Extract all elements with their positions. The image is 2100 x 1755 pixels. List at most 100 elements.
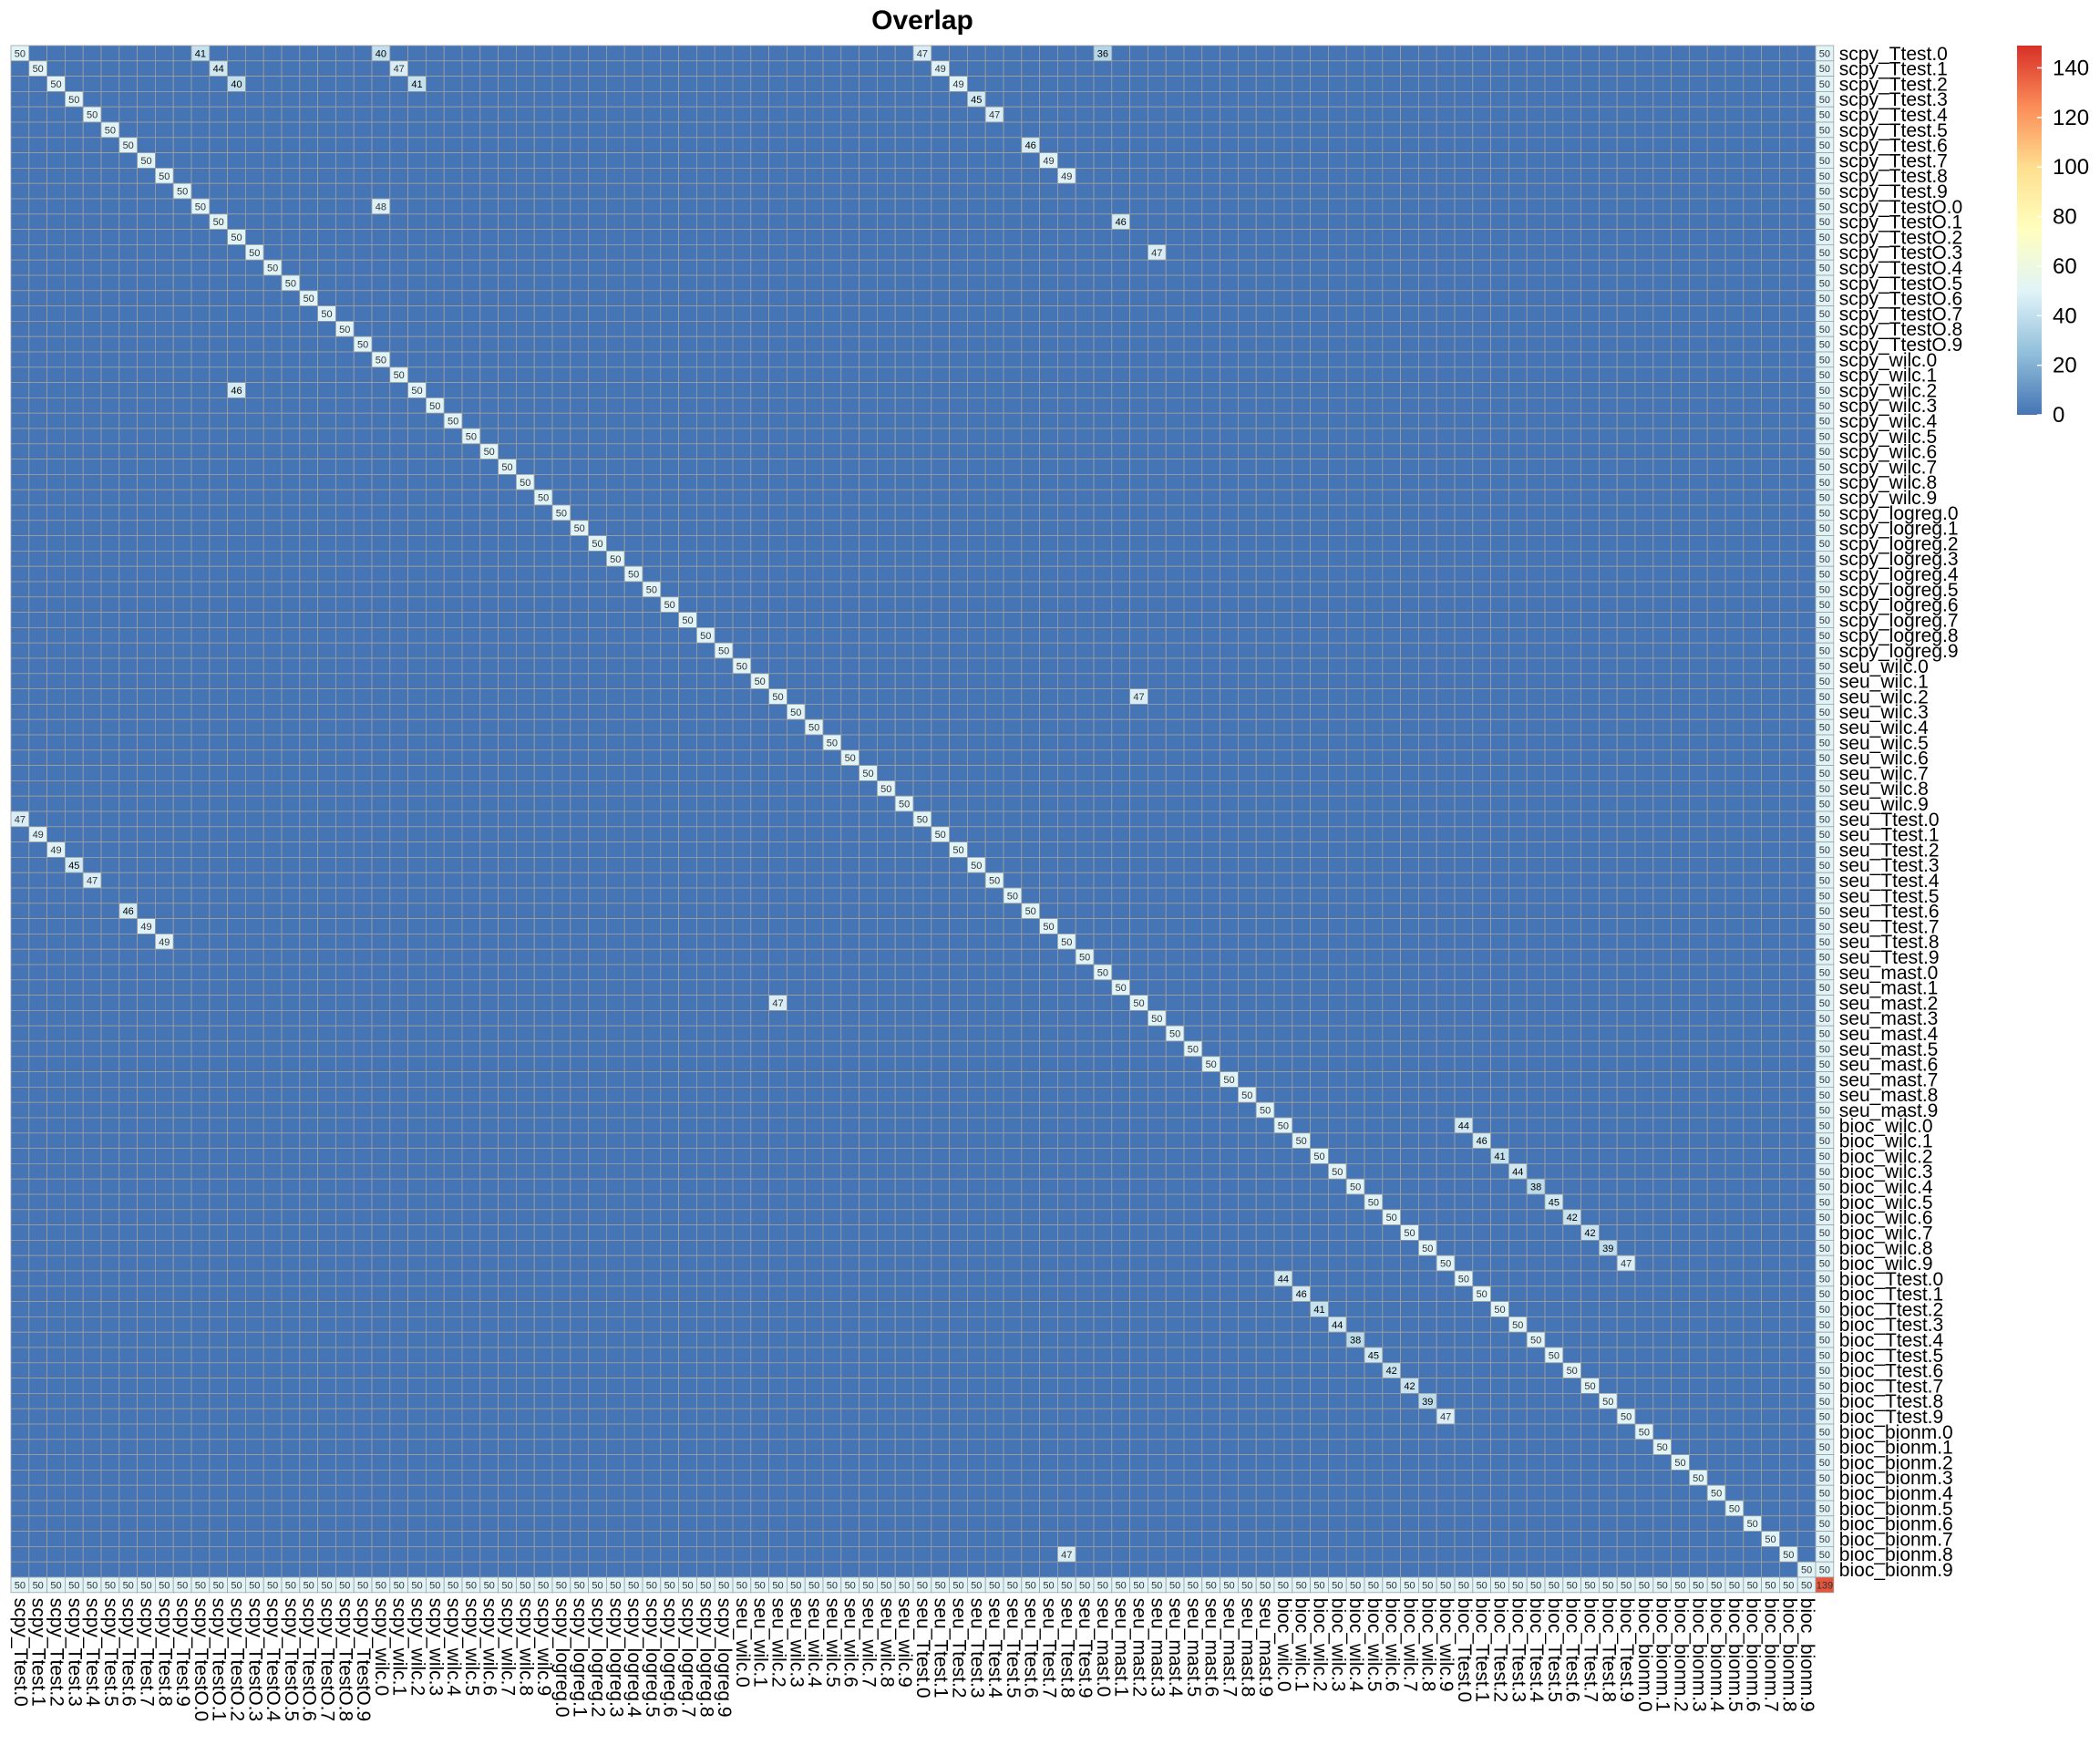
heatmap-cell [1652,320,1673,337]
cell-value-label: 50 [267,263,278,274]
heatmap-cell [804,612,824,628]
heatmap-cell [1472,535,1492,552]
heatmap-cell [949,198,968,215]
heatmap-cell [877,749,896,766]
heatmap-cell [137,305,156,322]
heatmap-cell [1418,704,1437,720]
heatmap-cell [1003,688,1023,705]
heatmap-cell [1634,182,1654,200]
heatmap-cell [1093,657,1113,675]
heatmap-cell [696,489,715,506]
heatmap-cell [1689,351,1708,368]
heatmap-cell [660,581,679,598]
heatmap-cell [931,182,950,200]
heatmap-cell [172,642,192,659]
heatmap-cell [299,167,318,184]
heatmap-cell [172,565,192,583]
heatmap-cell [244,474,264,490]
heatmap-cell [804,535,824,552]
heatmap-cell [353,718,373,736]
heatmap-cell [1652,612,1673,628]
heatmap-cell [461,673,481,689]
heatmap-cell [479,213,499,231]
heatmap-cell [1796,243,1817,261]
heatmap-cell [154,734,174,751]
heatmap-cell [877,305,896,322]
heatmap-cell [209,229,229,245]
heatmap-cell [1544,106,1564,123]
heatmap-cell [1508,274,1528,292]
heatmap-cell [1436,428,1456,445]
heatmap-cell [1093,320,1113,337]
heatmap-cell [28,45,47,62]
heatmap-cell [1129,213,1148,231]
heatmap-cell [1724,734,1745,751]
heatmap-cell [949,642,968,659]
heatmap-cell [371,596,391,613]
heatmap-cell [137,749,156,766]
heatmap-cell [82,274,102,292]
heatmap-cell [281,612,301,628]
heatmap-cell [894,305,914,322]
heatmap-cell [1310,642,1329,659]
heatmap-cell [281,765,301,781]
heatmap-cell [1075,704,1095,720]
heatmap-cell [949,290,968,306]
heatmap-cell [1616,718,1636,736]
heatmap-cell [1599,642,1618,659]
heatmap-cell [859,704,878,720]
heatmap-cell [46,182,66,200]
heatmap-cell [1796,305,1817,322]
heatmap-cell [262,351,283,368]
heatmap-cell [479,274,499,292]
heatmap-cell [678,397,697,414]
heatmap-cell [1292,504,1312,521]
heatmap-cell [46,412,66,429]
heatmap-cell [371,320,391,337]
cell-value-label: 50 [1819,232,1830,243]
heatmap-cell [1472,137,1492,154]
heatmap-cell [371,504,391,521]
heatmap-cell [1400,167,1419,184]
heatmap-cell [1706,274,1726,292]
heatmap-cell [209,734,229,751]
heatmap-cell [443,45,463,62]
heatmap-cell [154,749,174,766]
heatmap-cell [100,45,120,62]
heatmap-cell [1490,274,1509,292]
heatmap-cell [46,213,66,231]
heatmap-cell [1706,91,1726,108]
heatmap-cell [262,305,283,322]
heatmap-cell [1400,734,1419,751]
heatmap-cell [209,305,229,322]
heatmap-cell [1003,45,1023,62]
heatmap-cell [551,198,571,215]
heatmap-cell [1634,704,1654,720]
heatmap-cell [479,704,499,720]
heatmap-cell [1057,351,1076,368]
heatmap-cell [804,198,824,215]
heatmap-cell [1689,673,1708,689]
heatmap-cell [931,489,950,506]
heatmap-cell [1400,489,1419,506]
heatmap-cell [1003,137,1023,154]
heatmap-cell [1238,489,1257,506]
heatmap-cell [1671,167,1690,184]
heatmap-cell [714,397,734,414]
heatmap-cell [1220,765,1239,781]
heatmap-cell [1761,704,1780,720]
heatmap-cell [1093,474,1113,490]
heatmap-cell [623,382,643,398]
heatmap-cell [407,305,427,322]
heatmap-cell [1255,565,1275,583]
heatmap-cell [642,412,662,429]
heatmap-cell [1111,718,1131,736]
heatmap-cell [1454,535,1474,552]
heatmap-cell [877,428,896,445]
heatmap-cell [1057,596,1076,613]
heatmap-cell [1310,535,1329,552]
heatmap-cell [732,596,752,613]
heatmap-cell [804,749,824,766]
heatmap-cell [570,504,589,521]
heatmap-cell [1310,673,1329,689]
